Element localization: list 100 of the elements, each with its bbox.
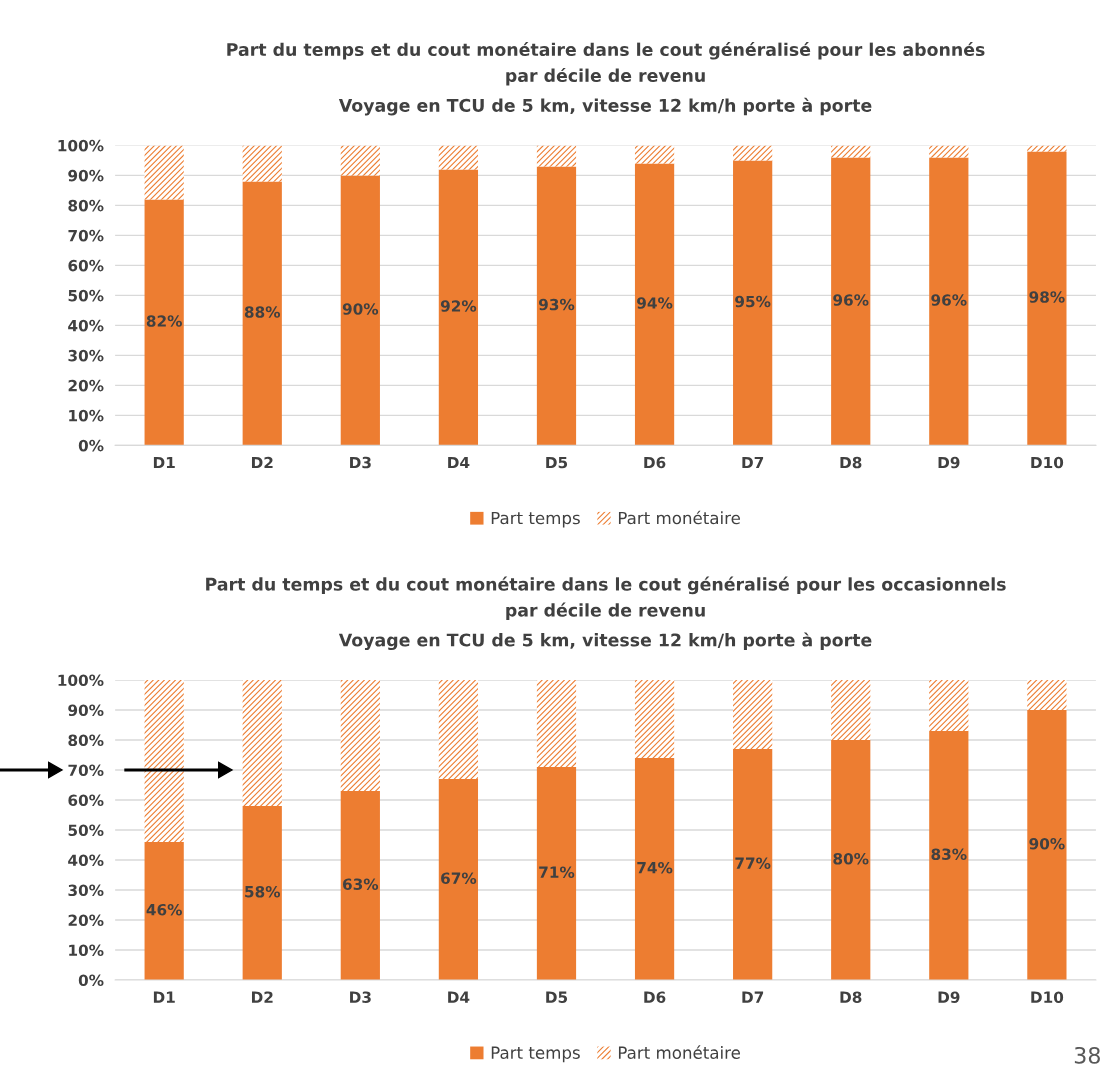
data-label: 88%: [244, 306, 281, 318]
y-tick-label: 90%: [68, 704, 104, 717]
y-tick-label: 0%: [78, 439, 104, 452]
y-tick-label: 50%: [68, 824, 104, 837]
y-tick-label: 70%: [68, 229, 104, 242]
y-tick-label: 0%: [78, 974, 104, 987]
bar: [733, 680, 773, 750]
bar: [340, 145, 380, 176]
legend-label: Part monétaire: [618, 1045, 740, 1059]
data-label: 67%: [441, 872, 477, 884]
x-tick-label: D9: [938, 991, 960, 1003]
bar: [242, 181, 282, 446]
bar: [634, 163, 675, 446]
data-label: 46%: [146, 903, 182, 916]
bar: [929, 157, 969, 446]
x-tick-label: D3: [350, 456, 371, 469]
x-tick-label: D4: [448, 456, 470, 469]
bar: [438, 779, 479, 981]
bar: [536, 166, 577, 446]
x-tick-label: D1: [153, 456, 175, 469]
bar: [536, 680, 577, 768]
x-tick-label: D10: [1031, 456, 1064, 469]
bar: [536, 767, 577, 981]
bar: [929, 145, 969, 158]
y-tick-label: 70%: [68, 764, 104, 777]
chart-title: Part du temps et du cout monétaire dans le cout généralisé pour les abonnés par décile de revenu: [227, 41, 985, 86]
bar: [340, 175, 380, 446]
y-tick-label: 20%: [68, 914, 104, 927]
bar: [242, 806, 282, 981]
x-tick-label: D10: [1031, 991, 1064, 1003]
x-tick-label: D6: [644, 456, 666, 469]
y-tick-label: 60%: [68, 794, 104, 807]
bar: [438, 169, 479, 446]
bar: [929, 731, 969, 981]
x-tick-label: D2: [252, 456, 273, 469]
bar: [438, 680, 479, 780]
y-tick-label: 30%: [68, 884, 104, 897]
text: 38: [1074, 1046, 1100, 1064]
x-tick-label: D9: [938, 456, 960, 469]
chart-subtitle: Voyage en TCU de 5 km, vitesse 12 km/h porte à porte: [338, 97, 872, 116]
data-label: 93%: [538, 298, 575, 311]
data-label: 71%: [539, 866, 575, 878]
data-label: 98%: [1029, 291, 1065, 303]
bar: [831, 680, 871, 741]
y-tick-label: 80%: [68, 734, 104, 747]
data-label: 90%: [342, 303, 379, 315]
bar: [144, 199, 184, 446]
legend-label: Part temps: [491, 511, 580, 528]
bar: [242, 680, 282, 807]
y-tick-label: 100%: [58, 139, 104, 152]
bar: [242, 145, 282, 182]
x-tick-label: D6: [644, 991, 666, 1003]
data-label: 90%: [1029, 837, 1065, 850]
x-tick-label: D7: [742, 991, 764, 1003]
bar: [831, 740, 871, 981]
x-tick-label: D1: [153, 991, 175, 1003]
bar: [340, 680, 380, 792]
bar: [1027, 151, 1067, 446]
chart-subtitle: Voyage en TCU de 5 km, vitesse 12 km/h porte à porte: [338, 632, 872, 651]
y-tick-label: 10%: [69, 409, 104, 422]
y-tick-label: 80%: [68, 199, 104, 212]
bar: [340, 791, 380, 981]
y-tick-label: 50%: [68, 289, 104, 302]
y-tick-label: 90%: [68, 169, 104, 182]
data-label: 83%: [931, 848, 967, 860]
data-label: 74%: [637, 861, 673, 874]
data-label: 95%: [735, 295, 771, 308]
bar: [144, 842, 184, 981]
x-tick-label: D3: [350, 991, 371, 1003]
data-label: 80%: [833, 852, 869, 865]
x-tick-label: D7: [742, 456, 764, 469]
x-tick-label: D5: [546, 991, 568, 1003]
y-tick-label: 10%: [69, 944, 104, 957]
bar: [1027, 680, 1067, 711]
data-label: 94%: [637, 297, 673, 309]
x-tick-label: D5: [546, 456, 568, 469]
bar: [634, 758, 675, 981]
y-tick-label: 20%: [68, 379, 104, 392]
data-label: 96%: [833, 294, 869, 306]
x-tick-label: D8: [840, 456, 862, 469]
y-tick-label: 40%: [68, 854, 104, 867]
data-label: 82%: [146, 315, 182, 327]
y-tick-label: 100%: [58, 674, 104, 687]
x-tick-label: D4: [448, 991, 470, 1003]
bar: [733, 145, 773, 161]
bar: [733, 160, 773, 446]
x-tick-label: D2: [252, 991, 273, 1003]
bar: [831, 157, 871, 446]
data-label: 92%: [440, 300, 477, 312]
bar: [634, 145, 675, 164]
bar: [733, 749, 773, 981]
bar: [1027, 710, 1067, 981]
y-tick-label: 60%: [68, 259, 104, 272]
y-tick-label: 30%: [68, 349, 104, 362]
data-label: 58%: [245, 885, 281, 898]
bar: [438, 145, 479, 170]
x-tick-label: D8: [840, 991, 862, 1003]
legend-label: Part temps: [491, 1046, 580, 1063]
legend-label: Part monétaire: [618, 510, 740, 525]
bar: [144, 145, 184, 200]
